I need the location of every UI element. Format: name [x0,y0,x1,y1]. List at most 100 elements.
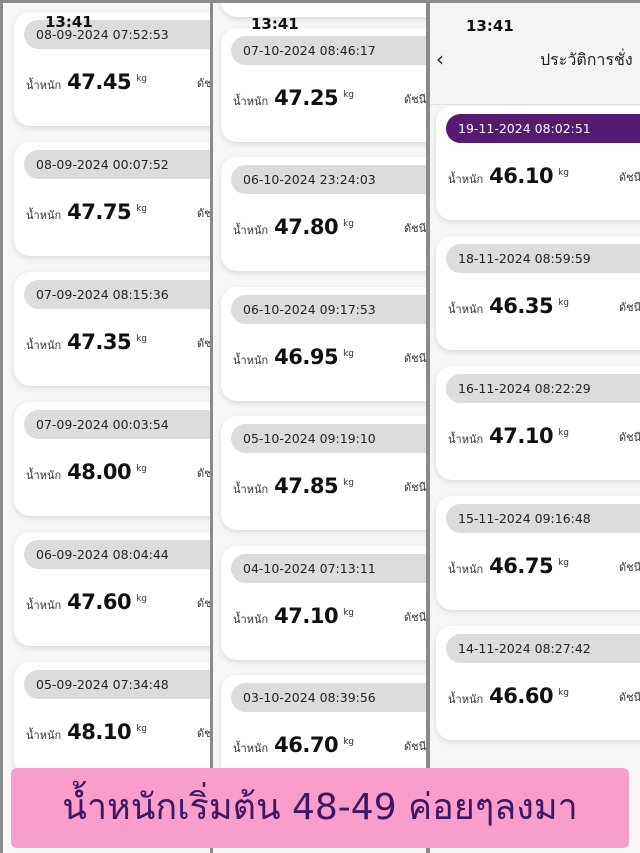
record-card[interactable]: 05-10-2024 09:19:10 น้ำหนัก 47.85 kg ดัชนี [221,416,426,531]
screenshot-panel-november: 13:41 ‹ ประวัติการชั่ง 19-11-2024 08:02:… [430,3,640,853]
record-date: 15-11-2024 09:16:48 [446,504,640,533]
record-card[interactable]: 07-09-2024 00:03:54 น้ำหนัก 48.00 kg ดัชนี [14,402,210,516]
record-card[interactable]: 08-09-2024 07:52:53 น้ำหนัก 47.45 kg ดัชนี [14,12,210,126]
bmi-label: ดัชนี [404,610,426,624]
weight-label: น้ำหนัก [448,563,484,576]
record-card[interactable]: 19-11-2024 08:02:51 น้ำหนัก 46.10 kg ดัชนี [436,106,640,220]
weight-value: 46.75 [489,554,554,578]
bmi-label: ดัชนี [619,171,640,184]
weight-unit: kg [558,168,570,178]
weight-row: น้ำหนัก 46.70 kg [233,733,354,757]
record-date: 06-10-2024 23:24:03 [231,165,426,195]
weight-label: น้ำหนัก [448,173,484,186]
weight-value: 46.35 [489,294,554,318]
weight-row: น้ำหนัก 48.00 kg [26,460,147,484]
weight-unit: kg [558,428,570,438]
weight-unit: kg [343,478,355,489]
record-date: 03-10-2024 08:39:56 [231,683,426,712]
weight-value: 46.10 [489,164,554,188]
weight-label: น้ำหนัก [233,612,269,626]
record-date: 07-09-2024 00:03:54 [24,410,210,439]
chevron-left-icon[interactable]: ‹ [436,47,444,71]
weight-unit: kg [558,688,570,698]
record-card-partial[interactable] [221,3,426,17]
weight-row: น้ำหนัก 48.10 kg [26,720,147,744]
weight-label: น้ำหนัก [26,79,62,92]
weight-value: 47.75 [67,200,132,224]
bmi-label: ดัชนี [197,337,210,350]
record-date: 14-11-2024 08:27:42 [446,634,640,663]
weight-value: 47.10 [274,603,339,628]
weight-unit: kg [343,607,355,618]
weight-row: น้ำหนัก 46.60 kg [448,684,569,708]
bmi-label: ดัชนี [619,691,640,704]
record-card[interactable]: 18-11-2024 08:59:59 น้ำหนัก 46.35 kg ดัชนี [436,236,640,350]
weight-row: น้ำหนัก 47.85 kg [233,474,354,498]
record-card[interactable]: 06-09-2024 08:04:44 น้ำหนัก 47.60 kg ดัชนี [14,532,210,646]
record-date: 07-10-2024 08:46:17 [231,36,426,65]
record-card[interactable]: 03-10-2024 08:39:56 น้ำหนัก 46.70 kg ดัชนี [221,675,426,789]
weight-unit: kg [343,737,355,747]
screenshot-panel-september: 13:41 08-09-2024 07:52:53 น้ำหนัก 47.45 kg… [3,3,210,853]
weight-unit: kg [136,334,148,344]
record-card[interactable]: 06-10-2024 23:24:03 น้ำหนัก 47.80 kg ดัชนี [221,157,426,272]
weight-value: 47.85 [274,474,339,499]
weight-value: 47.25 [274,86,339,110]
bmi-label: ดัชนี [197,727,210,740]
record-card[interactable]: 05-09-2024 07:34:48 น้ำหนัก 48.10 kg ดัชนี [14,662,210,776]
app-header: 13:41 ‹ ประวัติการชั่ง [430,3,640,105]
bmi-label: ดัชนี [404,93,426,106]
weight-row: น้ำหนัก 47.25 kg [233,86,354,110]
weight-row: น้ำหนัก 47.10 kg [233,604,354,628]
record-date: 08-09-2024 00:07:52 [24,150,210,179]
status-time: 13:41 [251,15,299,33]
weight-value: 47.80 [274,215,339,240]
screenshot-panel-october: 13:41 07-10-2024 08:46:17 น้ำหนัก 47.25 kg… [213,3,426,853]
weight-value: 48.00 [67,460,132,484]
record-card[interactable]: 14-11-2024 08:27:42 น้ำหนัก 46.60 kg ดัชนี [436,626,640,740]
record-card[interactable]: 04-10-2024 07:13:11 น้ำหนัก 47.10 kg ดัชนี [221,545,426,660]
weight-unit: kg [558,558,570,568]
record-card[interactable]: 08-09-2024 00:07:52 น้ำหนัก 47.75 kg ดัชนี [14,142,210,256]
weight-label: น้ำหนัก [26,729,62,742]
record-date: 16-11-2024 08:22:29 [446,374,640,403]
weight-value: 48.10 [67,720,132,744]
weight-unit: kg [136,204,148,214]
status-time: 13:41 [466,17,514,35]
weight-row: น้ำหนัก 47.10 kg [448,424,569,448]
record-card[interactable]: 15-11-2024 09:16:48 น้ำหนัก 46.75 kg ดัชนี [436,496,640,610]
weight-value: 47.35 [67,330,132,354]
weight-unit: kg [343,90,355,100]
weight-row: น้ำหนัก 47.80 kg [233,215,354,239]
record-card[interactable]: 07-09-2024 08:15:36 น้ำหนัก 47.35 kg ดัชนี [14,272,210,386]
bmi-label: ดัชนี [197,207,210,220]
weight-label: น้ำหนัก [233,224,269,238]
weight-row: น้ำหนัก 46.10 kg [448,164,569,188]
weight-unit: kg [136,594,148,604]
weight-value: 46.70 [274,733,339,757]
status-time: 13:41 [45,13,93,31]
record-card[interactable]: 06-10-2024 09:17:53 น้ำหนัก 46.95 kg ดัชนี [221,286,426,401]
weight-label: น้ำหนัก [448,433,484,446]
weight-unit: kg [136,464,148,474]
weight-label: น้ำหนัก [233,483,269,497]
record-card[interactable]: 16-11-2024 08:22:29 น้ำหนัก 47.10 kg ดัชนี [436,366,640,480]
weight-unit: kg [558,298,570,308]
record-date: 06-10-2024 09:17:53 [231,294,426,324]
weight-label: น้ำหนัก [26,339,62,352]
record-date: 05-10-2024 09:19:10 [231,424,426,454]
weight-unit: kg [343,219,355,230]
page-title: ประวัติการชั่ง [540,50,633,69]
weight-unit: kg [343,348,355,359]
record-date: 05-09-2024 07:34:48 [24,670,210,699]
weight-unit: kg [136,74,148,84]
weight-value: 47.60 [67,590,132,614]
weight-label: น้ำหนัก [233,742,269,755]
weight-row: น้ำหนัก 47.35 kg [26,330,147,354]
bmi-label: ดัชนี [404,481,426,495]
bmi-label: ดัชนี [404,740,426,753]
weight-label: น้ำหนัก [448,693,484,706]
weight-unit: kg [136,724,148,734]
bmi-label: ดัชนี [619,561,640,574]
record-card[interactable]: 07-10-2024 08:46:17 น้ำหนัก 47.25 kg ดัชนี [221,28,426,142]
